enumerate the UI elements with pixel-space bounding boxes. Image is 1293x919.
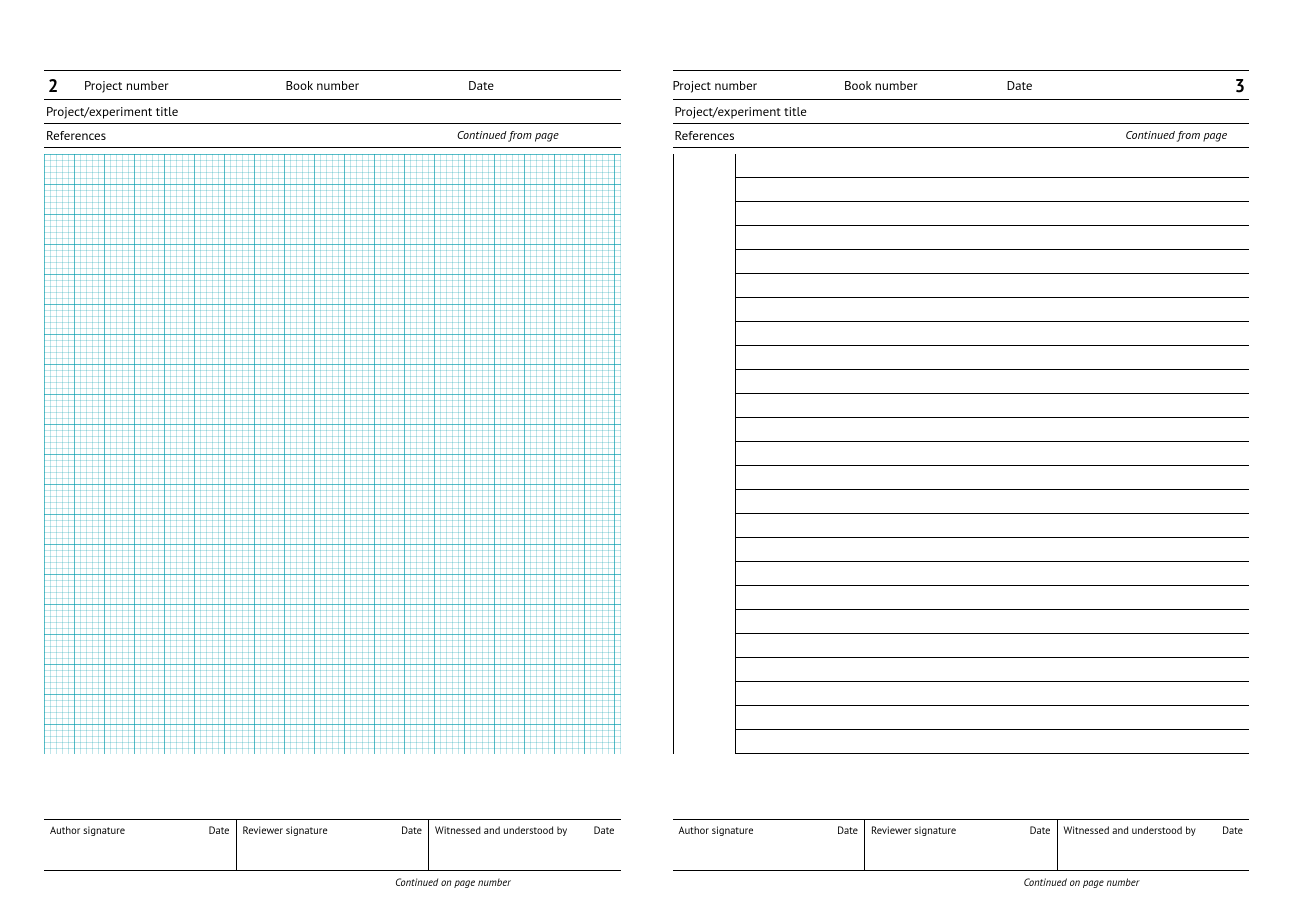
- ruled-margin-column: [674, 154, 736, 754]
- witness-signature-cell: Witnessed and understood by Date: [429, 820, 621, 870]
- header-row-refs: References Continued from page: [44, 123, 621, 147]
- reviewer-signature-label: Reviewer signature: [871, 823, 956, 870]
- date-label: Date: [402, 77, 561, 94]
- reviewer-signature-cell: Reviewer signature Date: [865, 820, 1058, 870]
- date-label: Date: [950, 77, 1089, 94]
- witness-signature-date: Date: [1222, 823, 1243, 870]
- project-number-label: Project number: [673, 77, 812, 94]
- references-label: References: [46, 127, 457, 144]
- reviewer-signature-cell: Reviewer signature Date: [237, 820, 430, 870]
- continued-from-label: Continued from page: [1125, 128, 1247, 143]
- author-signature-cell: Author signature Date: [44, 820, 237, 870]
- header-row-title: Project/experiment title: [44, 99, 621, 123]
- signature-strip-right: Author signature Date Reviewer signature…: [673, 819, 1250, 871]
- grid-paper: [44, 154, 621, 754]
- book-number-label: Book number: [243, 77, 402, 94]
- witness-signature-cell: Witnessed and understood by Date: [1058, 820, 1250, 870]
- reviewer-signature-date: Date: [401, 823, 422, 870]
- page-number: 2: [48, 74, 84, 97]
- project-number-label: Project number: [84, 77, 243, 94]
- witness-signature-label: Witnessed and understood by: [435, 823, 567, 870]
- page-number: 3: [1209, 74, 1245, 97]
- header-row-top: Project number Book number Date 3: [673, 71, 1250, 99]
- notebook-spread: 2 Project number Book number Date Projec…: [0, 0, 1293, 919]
- ruled-paper: [673, 154, 1250, 754]
- references-label: References: [675, 127, 1126, 144]
- experiment-title-label: Project/experiment title: [46, 103, 178, 120]
- author-signature-date: Date: [837, 823, 858, 870]
- author-signature-label: Author signature: [679, 823, 754, 870]
- header-left: 2 Project number Book number Date Projec…: [44, 70, 621, 148]
- experiment-title-label: Project/experiment title: [675, 103, 807, 120]
- author-signature-cell: Author signature Date: [673, 820, 866, 870]
- signature-strip-left: Author signature Date Reviewer signature…: [44, 819, 621, 871]
- ruled-lines-column: [736, 154, 1250, 754]
- footer-left: Continued on page number: [44, 875, 621, 889]
- author-signature-date: Date: [209, 823, 230, 870]
- footer-right: Continued on page number: [673, 875, 1250, 889]
- header-row-refs: References Continued from page: [673, 123, 1250, 147]
- page-left: 2 Project number Book number Date Projec…: [0, 0, 647, 919]
- header-row-title: Project/experiment title: [673, 99, 1250, 123]
- page-right: Project number Book number Date 3 Projec…: [647, 0, 1293, 919]
- witness-signature-label: Witnessed and understood by: [1064, 823, 1196, 870]
- author-signature-label: Author signature: [50, 823, 125, 870]
- witness-signature-date: Date: [594, 823, 615, 870]
- body-right: [673, 154, 1250, 807]
- book-number-label: Book number: [811, 77, 950, 94]
- continued-from-label: Continued from page: [457, 128, 619, 143]
- body-left: [44, 154, 621, 807]
- header-row-top: 2 Project number Book number Date: [44, 71, 621, 99]
- reviewer-signature-label: Reviewer signature: [243, 823, 328, 870]
- reviewer-signature-date: Date: [1030, 823, 1051, 870]
- header-right: Project number Book number Date 3 Projec…: [673, 70, 1250, 148]
